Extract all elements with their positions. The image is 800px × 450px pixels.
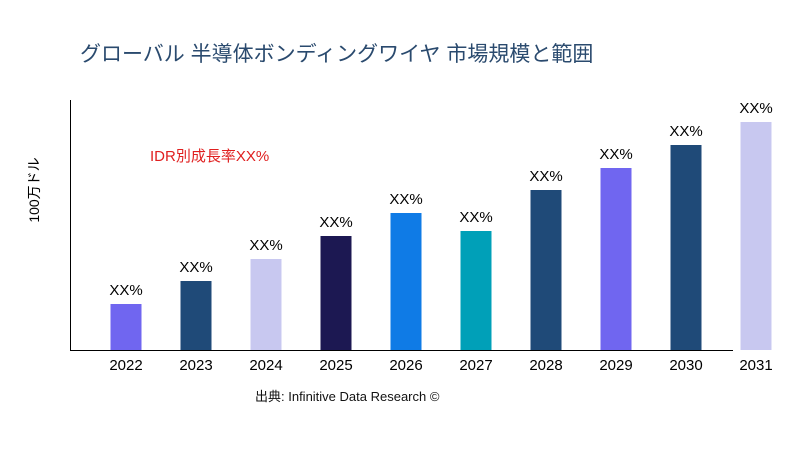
- x-tick-label-2024: 2024: [249, 357, 282, 374]
- data-label-2028: XX%: [529, 168, 562, 185]
- data-label-2031: XX%: [739, 100, 772, 117]
- bar-2023: [180, 281, 212, 350]
- bar-2024: [250, 259, 282, 350]
- bar-2030: [670, 145, 702, 350]
- bar-2027: [460, 231, 492, 350]
- x-tick-label-2026: 2026: [389, 357, 422, 374]
- x-tick-label-2022: 2022: [109, 357, 142, 374]
- data-label-2027: XX%: [459, 209, 492, 226]
- growth-annotation: IDR別成長率XX%: [150, 148, 270, 165]
- x-tick-label-2023: 2023: [179, 357, 212, 374]
- x-tick-label-2025: 2025: [319, 357, 352, 374]
- source-note: 出典: Infinitive Data Research ©: [255, 389, 440, 404]
- data-label-2023: XX%: [179, 259, 212, 276]
- bar-2029: [600, 168, 632, 350]
- data-label-2030: XX%: [669, 123, 702, 140]
- data-label-2029: XX%: [599, 146, 632, 163]
- bar-2022: [110, 304, 142, 350]
- bar-2025: [320, 236, 352, 350]
- bar-2026: [390, 213, 422, 350]
- bar-2031: [740, 122, 772, 350]
- x-tick-label-2031: 2031: [739, 357, 772, 374]
- data-label-2024: XX%: [249, 237, 282, 254]
- chart-title: グローバル 半導体ボンディングワイヤ 市場規模と範囲: [80, 43, 594, 66]
- data-label-2026: XX%: [389, 191, 422, 208]
- x-tick-label-2030: 2030: [669, 357, 702, 374]
- data-label-2025: XX%: [319, 214, 352, 231]
- bar-2028: [530, 190, 562, 350]
- x-tick-label-2027: 2027: [459, 357, 492, 374]
- x-tick-label-2029: 2029: [599, 357, 632, 374]
- data-label-2022: XX%: [109, 282, 142, 299]
- x-tick-label-2028: 2028: [529, 357, 562, 374]
